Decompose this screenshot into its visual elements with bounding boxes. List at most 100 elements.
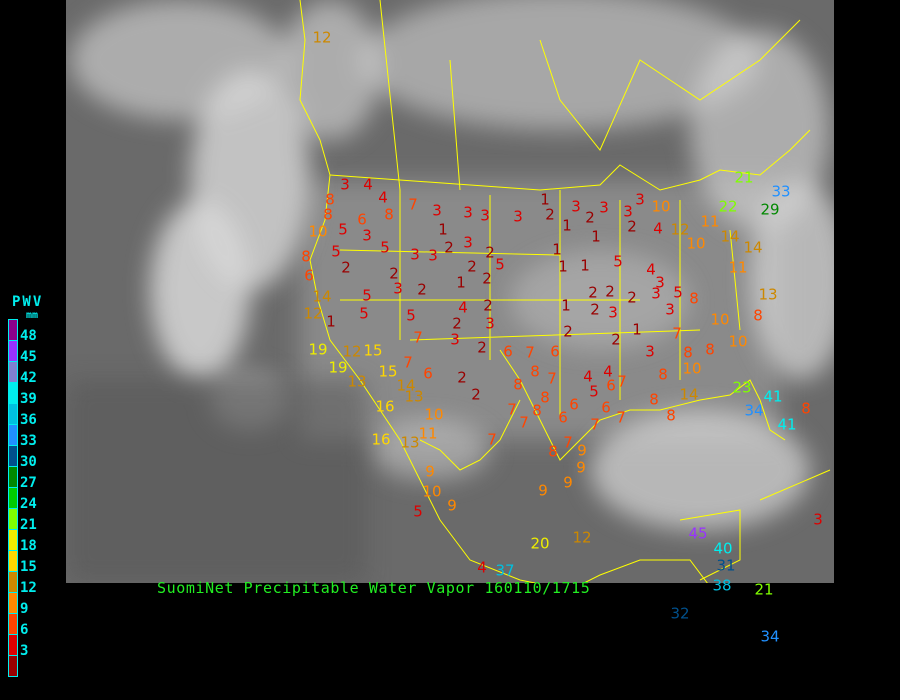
station-pwv-value: 32 <box>670 604 690 623</box>
legend-label: 30 <box>20 454 37 470</box>
station-pwv-value: 11 <box>728 258 748 277</box>
station-pwv-value: 2 <box>585 208 595 227</box>
station-pwv-value: 7 <box>413 328 423 347</box>
station-pwv-value: 2 <box>627 288 637 307</box>
legend-swatch <box>9 614 17 635</box>
station-pwv-value: 1 <box>632 320 642 339</box>
station-pwv-value: 2 <box>611 330 621 349</box>
legend-label: 33 <box>20 433 37 449</box>
station-pwv-value: 3 <box>362 226 372 245</box>
station-pwv-value: 3 <box>410 245 420 264</box>
legend-label: 3 <box>20 643 29 659</box>
station-pwv-value: 8 <box>801 399 811 418</box>
station-pwv-value: 20 <box>530 534 550 553</box>
station-pwv-value: 8 <box>301 247 311 266</box>
station-pwv-value: 8 <box>530 362 540 381</box>
station-pwv-value: 4 <box>477 558 487 577</box>
station-pwv-value: 9 <box>576 458 586 477</box>
station-pwv-value: 2 <box>485 243 495 262</box>
station-pwv-value: 2 <box>477 338 487 357</box>
station-pwv-value: 10 <box>422 482 442 501</box>
station-pwv-value: 7 <box>547 369 557 388</box>
station-pwv-value: 2 <box>452 314 462 333</box>
station-pwv-value: 6 <box>606 376 616 395</box>
station-pwv-value: 3 <box>655 273 665 292</box>
station-pwv-value: 7 <box>617 372 627 391</box>
station-pwv-value: 10 <box>682 359 702 378</box>
station-pwv-value: 4 <box>458 298 468 317</box>
station-pwv-value: 41 <box>763 387 783 406</box>
station-pwv-value: 3 <box>450 330 460 349</box>
station-pwv-value: 22 <box>718 197 738 216</box>
station-pwv-value: 8 <box>683 343 693 362</box>
station-pwv-value: 8 <box>705 340 715 359</box>
legend-label: 18 <box>20 538 37 554</box>
station-pwv-value: 4 <box>603 362 613 381</box>
legend-swatch <box>9 488 17 509</box>
station-pwv-value: 2 <box>417 280 427 299</box>
station-pwv-value: 8 <box>513 375 523 394</box>
station-pwv-value: 7 <box>563 433 573 452</box>
station-pwv-value: 34 <box>760 627 780 646</box>
station-pwv-value: 2 <box>483 296 493 315</box>
station-pwv-value: 9 <box>563 473 573 492</box>
station-pwv-value: 38 <box>712 576 732 595</box>
station-pwv-value: 2 <box>545 205 555 224</box>
station-pwv-value: 13 <box>347 372 367 391</box>
station-pwv-value: 34 <box>744 401 764 420</box>
station-pwv-value: 10 <box>728 332 748 351</box>
legend-swatch <box>9 425 17 446</box>
station-pwv-value: 13 <box>400 433 420 452</box>
station-pwv-value: 37 <box>495 561 515 580</box>
station-pwv-value: 1 <box>558 257 568 276</box>
station-pwv-value: 3 <box>480 206 490 225</box>
station-pwv-value: 10 <box>308 222 328 241</box>
station-pwv-value: 8 <box>325 190 335 209</box>
station-pwv-value: 12 <box>572 528 592 547</box>
legend-swatch <box>9 551 17 572</box>
station-pwv-value: 14 <box>679 385 699 404</box>
station-pwv-value: 21 <box>754 580 774 599</box>
satellite-image <box>66 0 834 583</box>
legend-swatch <box>9 446 17 467</box>
station-pwv-value: 3 <box>485 314 495 333</box>
legend-label: 48 <box>20 328 37 344</box>
station-pwv-value: 7 <box>672 324 682 343</box>
station-pwv-value: 8 <box>532 401 542 420</box>
station-pwv-value: 7 <box>525 343 535 362</box>
political-borders <box>299 0 831 583</box>
station-pwv-value: 1 <box>561 296 571 315</box>
station-pwv-value: 5 <box>413 502 423 521</box>
legend-swatch <box>9 467 17 488</box>
station-pwv-value: 10 <box>651 197 671 216</box>
station-pwv-value: 12 <box>342 342 362 361</box>
station-pwv-value: 8 <box>323 205 333 224</box>
station-pwv-value: 3 <box>340 175 350 194</box>
station-pwv-value: 5 <box>380 238 390 257</box>
station-pwv-value: 12 <box>312 28 332 47</box>
station-pwv-value: 5 <box>362 286 372 305</box>
station-pwv-value: 2 <box>471 385 481 404</box>
legend-swatch <box>9 404 17 425</box>
station-pwv-value: 4 <box>583 367 593 386</box>
station-pwv-value: 5 <box>406 306 416 325</box>
station-pwv-value: 7 <box>507 400 517 419</box>
station-pwv-value: 8 <box>753 306 763 325</box>
station-pwv-value: 4 <box>363 175 373 194</box>
station-pwv-value: 13 <box>404 387 424 406</box>
legend-swatch <box>9 656 17 676</box>
station-pwv-value: 6 <box>550 342 560 361</box>
legend-label: 45 <box>20 349 37 365</box>
station-pwv-value: 8 <box>384 205 394 224</box>
station-pwv-value: 2 <box>482 269 492 288</box>
station-pwv-value: 7 <box>590 415 600 434</box>
station-pwv-value: 3 <box>813 510 823 529</box>
station-pwv-value: 1 <box>552 240 562 259</box>
station-pwv-value: 6 <box>423 364 433 383</box>
station-pwv-value: 7 <box>487 430 497 449</box>
legend-unit: mm <box>26 310 39 321</box>
legend-swatch <box>9 509 17 530</box>
station-pwv-value: 9 <box>577 441 587 460</box>
station-pwv-value: 15 <box>363 341 383 360</box>
